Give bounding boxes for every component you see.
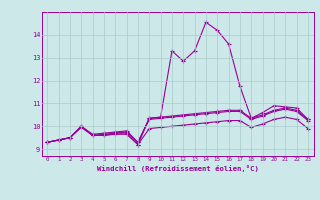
X-axis label: Windchill (Refroidissement éolien,°C): Windchill (Refroidissement éolien,°C) bbox=[97, 165, 259, 172]
